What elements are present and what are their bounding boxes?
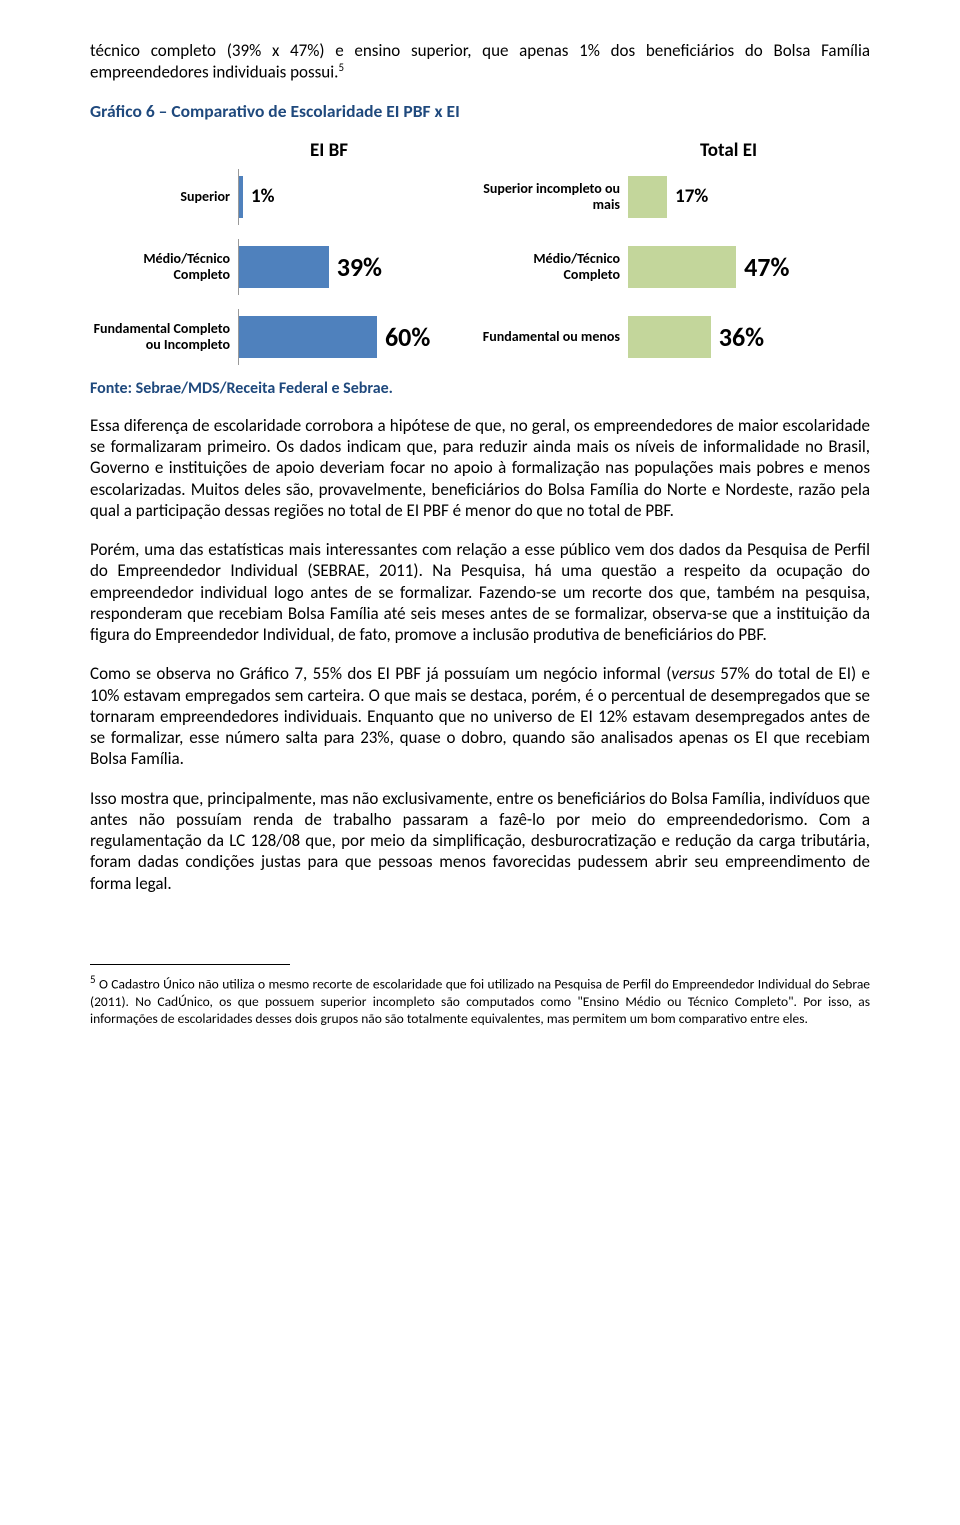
chart-row: Fundamental Completo ou Incompleto60%Fun… xyxy=(90,309,870,365)
chart-headers: EI BF Total EI xyxy=(90,139,870,163)
p3-part-a: Como se observa no Gráfico 7, 55% dos EI… xyxy=(90,663,671,684)
p3-versus: versus xyxy=(671,663,715,684)
chart-left-label: Fundamental Completo ou Incompleto xyxy=(90,321,238,353)
chart-right-label: Médio/Técnico Completo xyxy=(480,251,628,283)
body-para-4: Isso mostra que, principalmente, mas não… xyxy=(90,788,870,894)
bar-value-total: 36% xyxy=(719,321,764,354)
bar-total xyxy=(628,246,736,288)
chart-right-label: Fundamental ou menos xyxy=(480,329,628,345)
chart-cell-eibf: Fundamental Completo ou Incompleto 60% xyxy=(90,309,480,365)
intro-paragraph: técnico completo (39% x 47%) e ensino su… xyxy=(90,40,870,83)
bar-area: 39% xyxy=(238,239,480,295)
bar-eibf xyxy=(239,176,243,218)
footnote-rule xyxy=(90,964,290,965)
footnote: 5 O Cadastro Único não utiliza o mesmo r… xyxy=(90,973,870,1028)
bar-total xyxy=(628,176,667,218)
bar-value-total: 47% xyxy=(744,251,789,284)
bar-eibf xyxy=(239,246,329,288)
bar-area: 36% xyxy=(628,309,870,365)
bar-area: 1% xyxy=(238,169,480,225)
chart-right-label: Superior incompleto ou mais xyxy=(480,181,628,213)
chart-header-right: Total EI xyxy=(480,139,870,163)
bar-area: 17% xyxy=(628,169,870,225)
body-para-2: Porém, uma das estatísticas mais interes… xyxy=(90,539,870,645)
bar-value-eibf: 60% xyxy=(385,321,430,354)
chart-title: Gráfico 6 – Comparativo de Escolaridade … xyxy=(90,101,870,123)
chart-cell-total: Superior incompleto ou mais 17% xyxy=(480,169,870,225)
bar-eibf xyxy=(239,316,377,358)
chart-cell-total: Médio/Técnico Completo 47% xyxy=(480,239,870,295)
bar-area: 47% xyxy=(628,239,870,295)
body-para-1: Essa diferença de escolaridade corrobora… xyxy=(90,415,870,521)
body-para-3: Como se observa no Gráfico 7, 55% dos EI… xyxy=(90,663,870,769)
chart-source: Fonte: Sebrae/MDS/Receita Federal e Sebr… xyxy=(90,379,870,399)
escolaridade-chart: EI BF Total EI Superior 1% Superior incomp… xyxy=(90,139,870,365)
chart-header-left: EI BF xyxy=(90,139,480,163)
chart-cell-eibf: Superior 1% xyxy=(90,169,480,225)
bar-value-total: 17% xyxy=(675,185,708,209)
intro-footnote-ref: 5 xyxy=(338,61,344,74)
bar-area: 60% xyxy=(238,309,480,365)
chart-cell-total: Fundamental ou menos 36% xyxy=(480,309,870,365)
chart-rows-container: Superior 1% Superior incompleto ou mais 17%… xyxy=(90,169,870,365)
intro-text: técnico completo (39% x 47%) e ensino su… xyxy=(90,40,870,83)
chart-left-label: Superior xyxy=(90,189,238,205)
chart-row: Superior 1% Superior incompleto ou mais 17% xyxy=(90,169,870,225)
chart-left-label: Médio/Técnico Completo xyxy=(90,251,238,283)
bar-value-eibf: 39% xyxy=(337,251,382,284)
chart-row: Médio/Técnico Completo39%Médio/Técnico C… xyxy=(90,239,870,295)
footnote-text: O Cadastro Único não utiliza o mesmo rec… xyxy=(90,975,870,1027)
bar-total xyxy=(628,316,711,358)
bar-value-eibf: 1% xyxy=(251,185,274,209)
chart-cell-eibf: Médio/Técnico Completo 39% xyxy=(90,239,480,295)
